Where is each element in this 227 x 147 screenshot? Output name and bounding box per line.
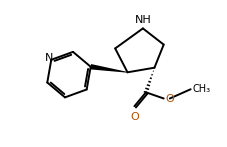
Polygon shape <box>90 64 128 73</box>
Text: O: O <box>165 94 174 104</box>
Text: N: N <box>45 53 53 63</box>
Text: O: O <box>130 112 139 122</box>
Text: NH: NH <box>135 15 152 25</box>
Text: CH₃: CH₃ <box>192 84 210 94</box>
